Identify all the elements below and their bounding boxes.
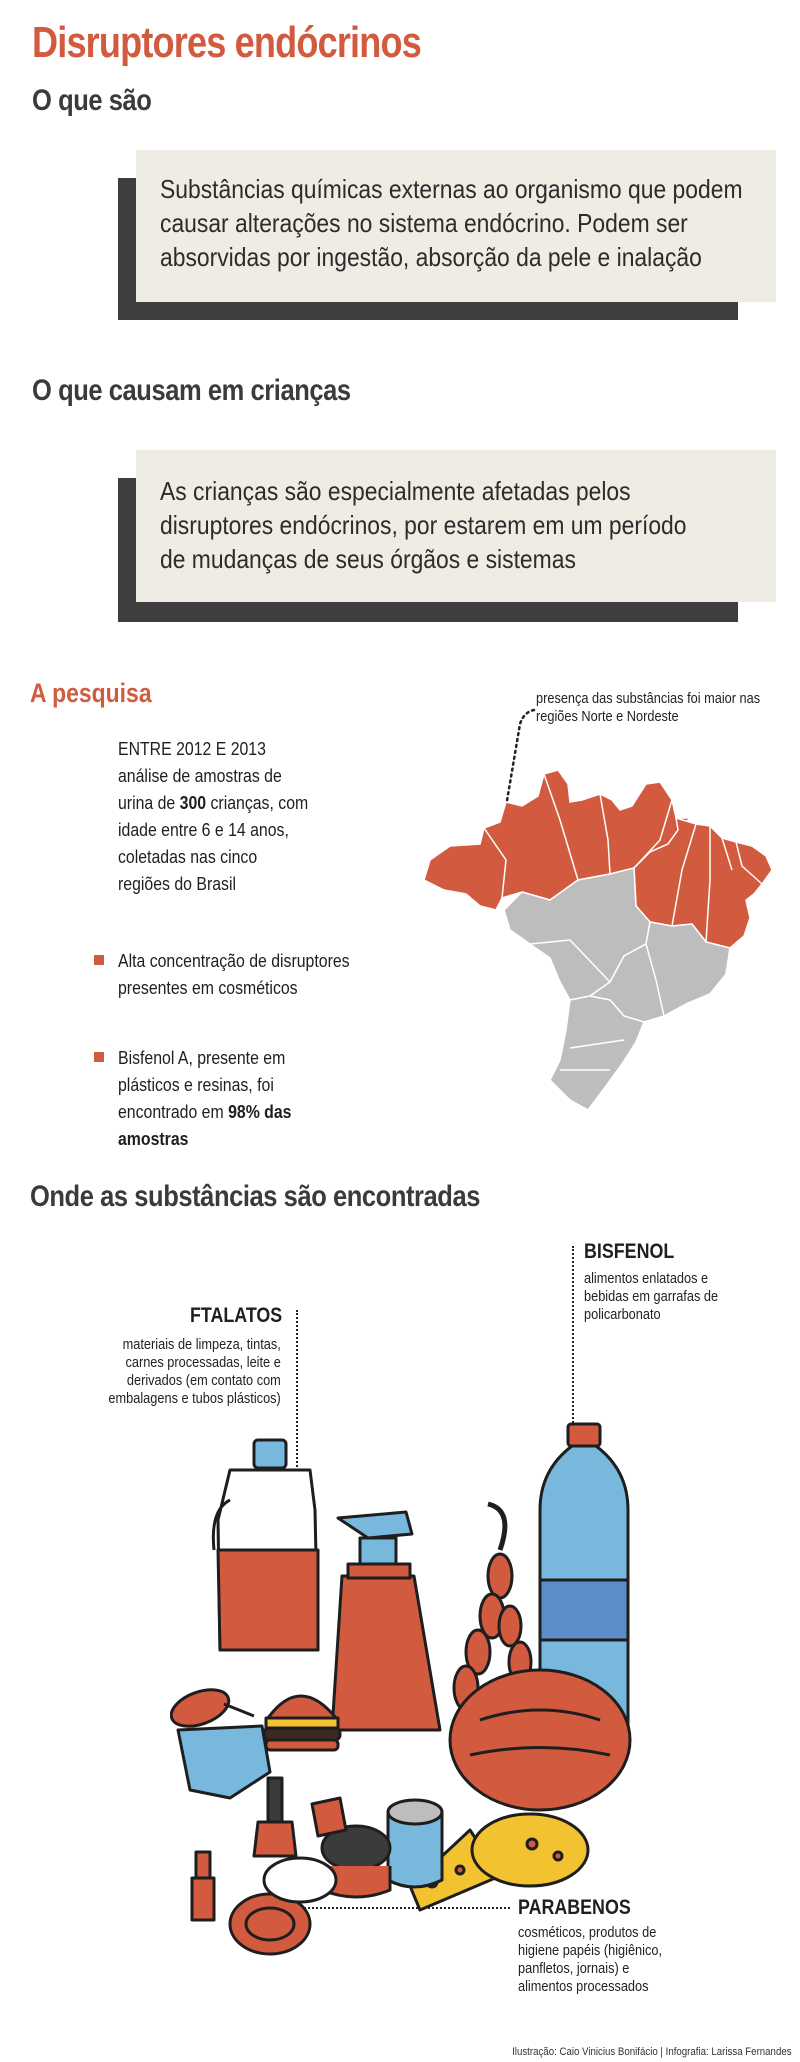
causes-box: As crianças são especialmente afetadas p… xyxy=(136,450,776,602)
products-illustration xyxy=(170,1422,632,1956)
glove-icon xyxy=(176,1724,272,1800)
parabenos-leader xyxy=(300,1907,510,1909)
research-desc-post: crianças, com idade entre 6 e 14 anos, c… xyxy=(118,793,309,894)
ftalatos-description: materiais de limpeza, tintas, carnes pro… xyxy=(108,1337,281,1407)
cleaning-gallon-icon xyxy=(211,1438,320,1652)
what-text: Substâncias químicas externas ao organis… xyxy=(160,174,743,272)
research-description: análise de amostras de urina de 300 cria… xyxy=(118,763,313,898)
bisfenol-label: BISFENOL xyxy=(584,1240,675,1263)
scrub-pad-icon xyxy=(320,1824,392,1899)
map-note: presença das substâncias foi maior nas r… xyxy=(536,691,761,725)
causes-text: As crianças são especialmente afetadas p… xyxy=(160,476,687,574)
research-bullet2-pre: Bisfenol A, presente em plásticos e resi… xyxy=(118,1048,286,1122)
map-state-borders xyxy=(483,773,763,1071)
bullet-marker xyxy=(94,1052,104,1062)
ftalatos-label: FTALATOS xyxy=(190,1304,283,1327)
ham-icon xyxy=(448,1668,632,1812)
map-region-sudeste xyxy=(588,921,731,1023)
parabenos-label: PARABENOS xyxy=(518,1896,631,1919)
nail-polish-icon xyxy=(252,1776,298,1858)
research-period: ENTRE 2012 E 2013 xyxy=(118,739,266,759)
map-region-sul xyxy=(549,995,646,1111)
sausages-icon xyxy=(452,1501,533,1712)
food-can-icon xyxy=(386,1798,444,1889)
bisfenol-description: alimentos enlatados e bebidas em garrafa… xyxy=(584,1271,719,1323)
research-bullet-cosmetics: Alta concentração de disruptores present… xyxy=(118,951,350,998)
research-bullet-bisfenol: Bisfenol A, presente em plásticos e resi… xyxy=(118,1045,347,1153)
section-heading-where: Onde as substâncias são encontradas xyxy=(30,1180,480,1213)
spray-bottle-icon xyxy=(330,1510,442,1732)
lipstick-icon xyxy=(190,1850,216,1922)
bullet-marker xyxy=(94,955,104,965)
page-title: Disruptores endócrinos xyxy=(32,18,422,67)
cheese-icon xyxy=(408,1812,590,1912)
ftalatos-leader xyxy=(296,1310,298,1530)
parabenos-description: cosméticos, produtos de higiene papéis (… xyxy=(518,1925,663,1995)
credits: Ilustração: Caio Vinicius Bonifácio | In… xyxy=(512,2046,792,2058)
what-box: Substâncias químicas externas ao organis… xyxy=(136,150,776,302)
research-desc-number: 300 xyxy=(179,793,207,813)
map-note-leader xyxy=(498,708,536,844)
research-bullet2-bold: 98% das amostras xyxy=(118,1102,292,1149)
bisfenol-leader xyxy=(572,1246,574,1502)
brush-icon xyxy=(170,1688,255,1728)
brazil-map xyxy=(423,769,773,1111)
cream-tube-icon xyxy=(310,1796,348,1838)
research-desc-pre: análise de amostras de urina de xyxy=(118,766,282,813)
makeup-compact-icon xyxy=(228,1856,338,1956)
research-heading: A pesquisa xyxy=(30,678,152,708)
section-heading-what: O que são xyxy=(32,84,152,117)
section-heading-causes: O que causam em crianças xyxy=(32,374,351,407)
burger-icon xyxy=(262,1694,342,1752)
